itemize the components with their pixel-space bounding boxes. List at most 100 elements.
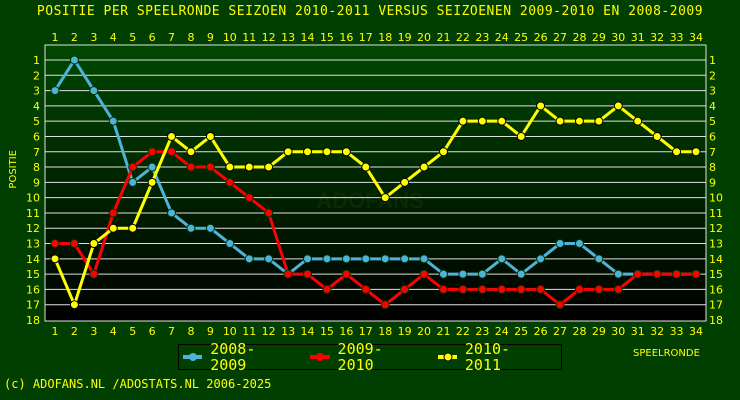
x-tick-label: 5 (129, 325, 136, 338)
x-tick-label: 20 (417, 31, 431, 44)
x-tick-label: 4 (110, 31, 117, 44)
data-point-2010-2011 (50, 254, 60, 264)
x-tick-label: 26 (534, 31, 548, 44)
x-tick-label: 2 (71, 31, 78, 44)
series-line-2009-2010 (55, 150, 696, 307)
x-tick-label: 12 (262, 31, 276, 44)
data-point-2008-2009 (147, 162, 157, 172)
x-tick-label: 33 (670, 31, 684, 44)
data-point-2009-2010 (477, 284, 487, 294)
y-tick-label: 2 (709, 69, 716, 82)
series-line-2010-2011 (53, 104, 696, 307)
y-tick-label: 6 (33, 130, 40, 143)
x-tick-label: 1 (52, 325, 59, 338)
data-point-2010-2011 (167, 131, 177, 141)
x-tick-label: 10 (223, 325, 237, 338)
x-tick-label: 27 (553, 325, 567, 338)
x-tick-label: 24 (495, 31, 509, 44)
y-tick-label: 16 (26, 283, 40, 296)
x-tick-label: 32 (650, 31, 664, 44)
data-point-2010-2011 (205, 131, 215, 141)
data-point-2009-2010 (108, 208, 118, 218)
x-axis-label: SPEELRONDE (633, 348, 700, 359)
x-tick-label: 27 (553, 31, 567, 44)
x-tick-label: 28 (572, 325, 586, 338)
y-tick-label: 5 (33, 115, 40, 128)
x-tick-label: 29 (592, 31, 606, 44)
y-tick-label: 1 (33, 54, 40, 67)
legend: 2008-2009 2009-2010 2010-2011 (178, 340, 562, 374)
data-point-2008-2009 (303, 254, 313, 264)
watermark: ADOFANS (316, 188, 424, 213)
legend-item-2008-2009: 2008-2009 (183, 341, 288, 373)
data-point-2009-2010 (186, 162, 196, 172)
x-tick-label: 30 (611, 325, 625, 338)
y-tick-label: 16 (709, 283, 723, 296)
data-point-2009-2010 (205, 162, 215, 172)
x-tick-label: 24 (495, 325, 509, 338)
data-point-2008-2009 (536, 254, 546, 264)
data-point-2008-2009 (244, 254, 254, 264)
legend-marker-icon (310, 353, 330, 361)
x-tick-label: 8 (187, 31, 194, 44)
x-tick-label: 7 (168, 31, 175, 44)
x-tick-label: 22 (456, 325, 470, 338)
data-point-2009-2010 (555, 300, 565, 310)
x-tick-label: 6 (149, 31, 156, 44)
x-tick-label: 34 (689, 325, 703, 338)
y-tick-label: 12 (26, 222, 40, 235)
data-point-2010-2011 (613, 101, 623, 111)
data-point-2009-2010 (303, 269, 313, 279)
x-tick-label: 13 (281, 325, 295, 338)
data-point-2010-2011 (283, 147, 293, 157)
data-point-2010-2011 (89, 239, 99, 249)
y-tick-label: 10 (709, 192, 723, 205)
y-tick-label: 8 (33, 161, 40, 174)
legend-label: 2010-2011 (464, 340, 511, 374)
data-point-2010-2011 (147, 177, 157, 187)
x-tick-label: 32 (650, 325, 664, 338)
y-tick-label: 5 (709, 115, 716, 128)
data-point-2010-2011 (128, 223, 138, 233)
data-point-2009-2010 (652, 269, 662, 279)
data-point-2009-2010 (361, 284, 371, 294)
data-point-2008-2009 (186, 223, 196, 233)
x-tick-label: 18 (378, 325, 392, 338)
data-point-2010-2011 (264, 162, 274, 172)
x-tick-label: 4 (110, 325, 117, 338)
data-point-2009-2010 (672, 269, 682, 279)
y-tick-label: 13 (26, 238, 40, 251)
data-point-2009-2010 (574, 284, 584, 294)
data-point-2009-2010 (341, 269, 351, 279)
x-tick-label: 33 (670, 325, 684, 338)
data-point-2009-2010 (536, 284, 546, 294)
data-point-2010-2011 (574, 116, 584, 126)
data-point-2010-2011 (225, 162, 235, 172)
x-tick-label: 34 (689, 31, 703, 44)
data-point-2009-2010 (69, 239, 79, 249)
x-tick-label: 28 (572, 31, 586, 44)
x-tick-label: 17 (359, 325, 373, 338)
data-point-2008-2009 (264, 254, 274, 264)
data-point-2010-2011 (303, 147, 313, 157)
data-point-2010-2011 (380, 193, 390, 203)
data-point-2009-2010 (380, 300, 390, 310)
data-point-2009-2010 (497, 284, 507, 294)
data-point-2009-2010 (400, 284, 410, 294)
y-tick-label: 10 (26, 192, 40, 205)
x-tick-label: 15 (320, 31, 334, 44)
x-tick-label: 25 (514, 31, 528, 44)
data-point-2008-2009 (419, 254, 429, 264)
data-point-2008-2009 (341, 254, 351, 264)
y-axis-label: POSITIE (8, 150, 19, 189)
x-tick-label: 19 (398, 31, 412, 44)
data-point-2010-2011 (497, 116, 507, 126)
y-tick-label: 9 (33, 176, 40, 189)
x-tick-label: 7 (168, 325, 175, 338)
y-tick-label: 15 (26, 268, 40, 281)
y-tick-label: 11 (709, 207, 723, 220)
data-point-2008-2009 (400, 254, 410, 264)
x-tick-label: 19 (398, 325, 412, 338)
data-point-2008-2009 (108, 116, 118, 126)
